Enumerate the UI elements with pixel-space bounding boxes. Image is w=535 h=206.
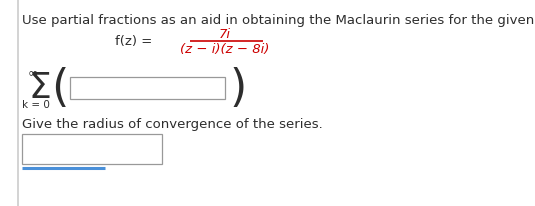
Text: 7i: 7i <box>219 27 231 41</box>
FancyBboxPatch shape <box>70 77 225 99</box>
Text: Give the radius of convergence of the series.: Give the radius of convergence of the se… <box>22 118 323 131</box>
Text: f(z) =: f(z) = <box>115 34 157 48</box>
Text: ∞: ∞ <box>28 67 39 80</box>
Text: ): ) <box>230 67 247 110</box>
Text: k = 0: k = 0 <box>22 100 50 110</box>
Text: (: ( <box>51 67 68 110</box>
Text: Σ: Σ <box>28 71 51 105</box>
FancyBboxPatch shape <box>22 134 162 164</box>
Text: (z − i)(z − 8i): (z − i)(z − 8i) <box>180 42 270 55</box>
Text: Use partial fractions as an aid in obtaining the Maclaurin series for the given : Use partial fractions as an aid in obtai… <box>22 14 535 27</box>
